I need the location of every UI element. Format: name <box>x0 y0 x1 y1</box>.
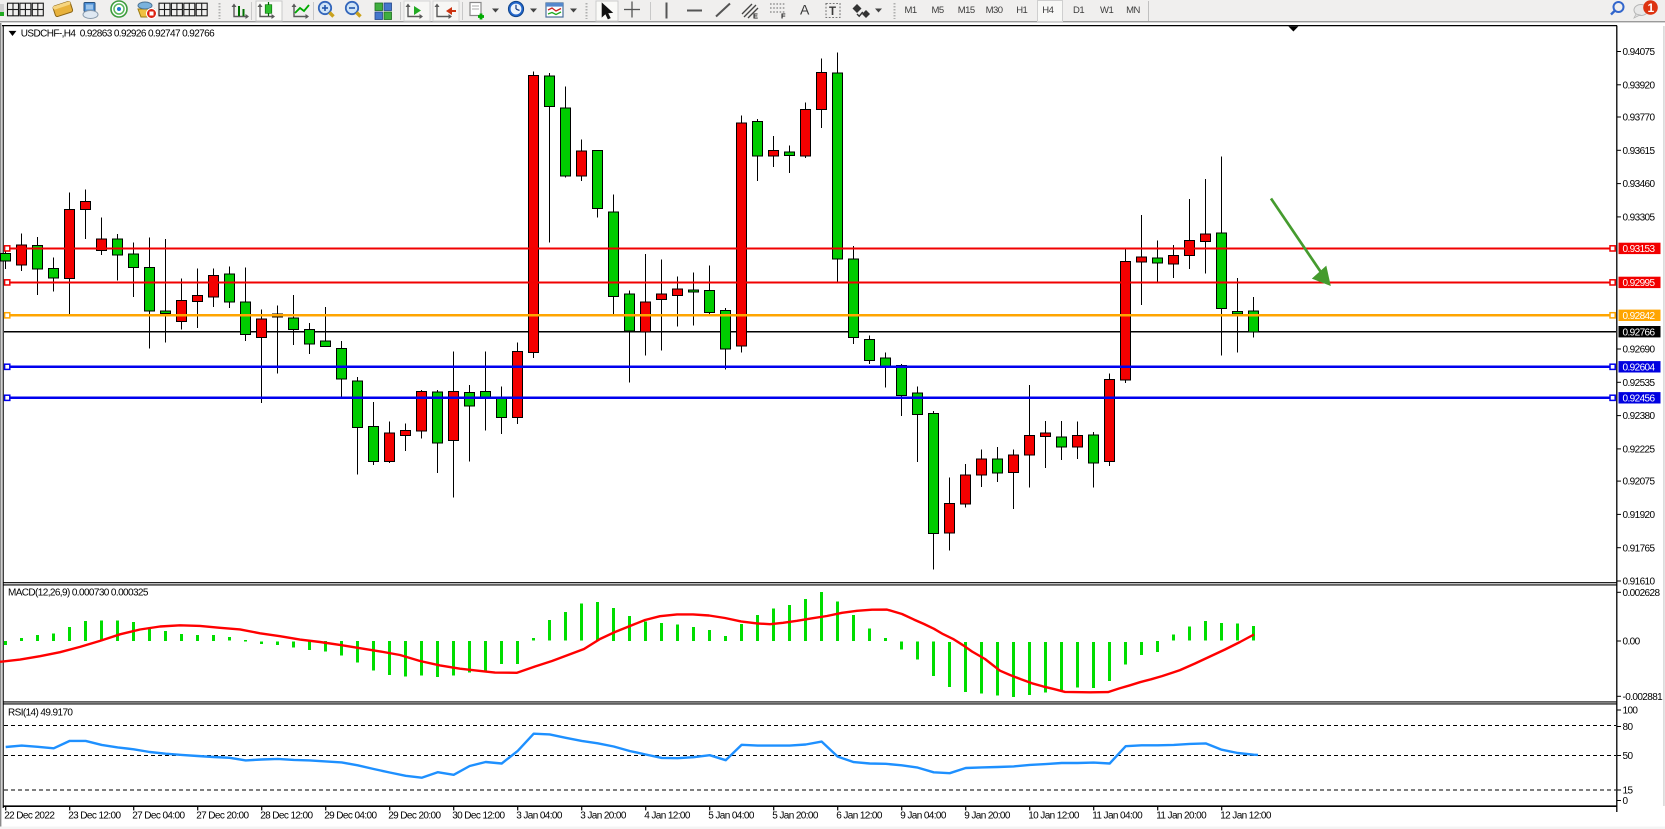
svg-text:T: T <box>829 6 836 18</box>
svg-text:W1: W1 <box>1100 5 1113 16</box>
svg-text:0.00: 0.00 <box>1623 637 1641 648</box>
svg-text:F: F <box>781 12 786 21</box>
svg-text:3 Jan 04:00: 3 Jan 04:00 <box>516 810 563 821</box>
svg-text:0.92842: 0.92842 <box>1623 311 1656 322</box>
svg-text:0.92456: 0.92456 <box>1623 393 1656 404</box>
svg-text:50: 50 <box>1623 751 1634 762</box>
svg-text:22 Dec 2022: 22 Dec 2022 <box>4 810 55 821</box>
svg-text:0.92604: 0.92604 <box>1623 362 1656 373</box>
svg-text:E: E <box>753 12 758 21</box>
svg-text:29 Dec 04:00: 29 Dec 04:00 <box>324 810 377 821</box>
svg-text:M30: M30 <box>986 5 1003 16</box>
svg-text:M5: M5 <box>932 5 944 16</box>
svg-text:5 Jan 20:00: 5 Jan 20:00 <box>772 810 819 821</box>
svg-text:1: 1 <box>1648 1 1655 15</box>
svg-text:0.92995: 0.92995 <box>1623 278 1656 289</box>
svg-text:11 Jan 04:00: 11 Jan 04:00 <box>1092 810 1143 821</box>
svg-text:0.002628: 0.002628 <box>1623 588 1661 599</box>
svg-text:29 Dec 20:00: 29 Dec 20:00 <box>388 810 441 821</box>
svg-text:0: 0 <box>1623 796 1629 807</box>
svg-text:0.92225: 0.92225 <box>1623 445 1656 456</box>
svg-text:M15: M15 <box>958 5 975 16</box>
svg-text:80: 80 <box>1623 722 1634 733</box>
svg-text:0.93460: 0.93460 <box>1623 179 1656 190</box>
svg-text:5 Jan 04:00: 5 Jan 04:00 <box>708 810 755 821</box>
svg-text:28 Dec 12:00: 28 Dec 12:00 <box>260 810 313 821</box>
svg-text:0.93153: 0.93153 <box>1623 244 1656 255</box>
svg-text:30 Dec 12:00: 30 Dec 12:00 <box>452 810 505 821</box>
svg-text:9 Jan 04:00: 9 Jan 04:00 <box>900 810 947 821</box>
svg-text:M1: M1 <box>905 5 917 16</box>
svg-text:MN: MN <box>1126 5 1140 16</box>
svg-text:RSI(14) 49.9170: RSI(14) 49.9170 <box>8 708 73 719</box>
svg-text:0.92690: 0.92690 <box>1623 345 1656 356</box>
svg-text:0.94075: 0.94075 <box>1623 47 1656 58</box>
svg-text:0.93770: 0.93770 <box>1623 113 1656 124</box>
svg-text:0.92075: 0.92075 <box>1623 477 1656 488</box>
svg-text:23 Dec 12:00: 23 Dec 12:00 <box>68 810 121 821</box>
svg-text:0.93305: 0.93305 <box>1623 213 1656 224</box>
svg-text:-0.002881: -0.002881 <box>1623 692 1664 703</box>
svg-text:6 Jan 12:00: 6 Jan 12:00 <box>836 810 883 821</box>
svg-text:15: 15 <box>1623 786 1634 797</box>
svg-text:0.92766: 0.92766 <box>1623 327 1656 338</box>
svg-text:0.93615: 0.93615 <box>1623 146 1656 157</box>
svg-text:0.91610: 0.91610 <box>1623 577 1656 588</box>
svg-text:0.92380: 0.92380 <box>1623 411 1656 422</box>
svg-text:10 Jan 12:00: 10 Jan 12:00 <box>1028 810 1080 821</box>
svg-text:MACD(12,26,9) 0.000730 0.00032: MACD(12,26,9) 0.000730 0.000325 <box>8 588 149 599</box>
svg-text:11 Jan 20:00: 11 Jan 20:00 <box>1156 810 1207 821</box>
svg-text:3 Jan 20:00: 3 Jan 20:00 <box>580 810 627 821</box>
svg-text:9 Jan 20:00: 9 Jan 20:00 <box>964 810 1011 821</box>
svg-text:27 Dec 20:00: 27 Dec 20:00 <box>196 810 249 821</box>
svg-text:100: 100 <box>1623 706 1639 717</box>
svg-text:H4: H4 <box>1042 5 1053 16</box>
svg-text:H1: H1 <box>1016 5 1027 16</box>
svg-text:12 Jan 12:00: 12 Jan 12:00 <box>1220 810 1272 821</box>
svg-text:0.91920: 0.91920 <box>1623 510 1656 521</box>
svg-text:0.93920: 0.93920 <box>1623 80 1656 91</box>
svg-text:4 Jan 12:00: 4 Jan 12:00 <box>644 810 691 821</box>
svg-text:27 Dec 04:00: 27 Dec 04:00 <box>132 810 185 821</box>
svg-text:D1: D1 <box>1073 5 1084 16</box>
svg-text:USDCHF-,H4 0.92863 0.92926 0.: USDCHF-,H4 0.92863 0.92926 0.92747 0.927… <box>21 29 215 40</box>
svg-text:A: A <box>800 2 810 18</box>
svg-text:0.91765: 0.91765 <box>1623 543 1656 554</box>
svg-text:0.92535: 0.92535 <box>1623 378 1656 389</box>
